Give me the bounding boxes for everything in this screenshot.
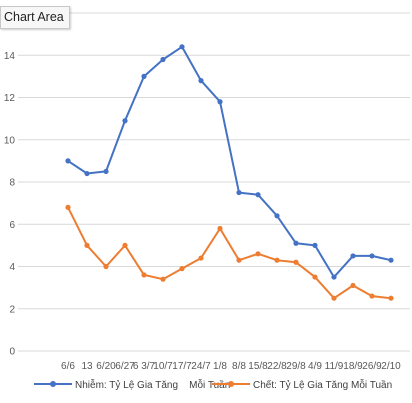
data-point [122, 118, 128, 124]
y-tick-label: 2 [9, 304, 15, 315]
x-tick-label: 26/9 [362, 361, 382, 372]
series-lines [65, 44, 394, 301]
legend-marker-deaths [228, 381, 234, 387]
data-point [388, 257, 394, 263]
legend-label-deaths: Chết: Tỷ Lệ Gia Tăng Mỗi Tuần [253, 378, 392, 391]
data-point [255, 192, 261, 198]
y-tick-label: 10 [4, 135, 16, 146]
legend-label-infections: Nhiễm: Tỷ Lệ Gia Tăng Mỗi Tuần [75, 378, 230, 391]
gridlines [18, 12, 410, 352]
y-tick-label: 6 [9, 220, 15, 231]
series-line-1 [67, 206, 392, 300]
y-axis-ticks: 0246810121416 [4, 9, 16, 358]
data-point [84, 170, 90, 177]
data-point [388, 295, 394, 301]
x-tick-label: 24/7 [191, 361, 211, 372]
data-point [236, 257, 242, 263]
data-point [331, 295, 337, 301]
x-tick-label: 8/8 [232, 361, 246, 372]
data-point [293, 259, 299, 265]
data-point [217, 99, 223, 105]
data-point [179, 266, 185, 272]
data-point [141, 272, 147, 278]
data-point [160, 56, 166, 63]
data-point [369, 253, 375, 259]
data-point [312, 274, 318, 280]
x-tick-label: 29/8 [286, 361, 306, 372]
x-tick-label: 6/20 [96, 361, 116, 372]
x-tick-label: 6 3/7 [133, 361, 156, 372]
y-tick-label: 0 [9, 347, 15, 358]
chart-area-tooltip: Chart Area [0, 6, 70, 29]
x-tick-label: 4/9 [308, 361, 322, 372]
x-tick-label: 10/7 [153, 361, 173, 372]
data-point [217, 225, 223, 232]
data-point [293, 240, 299, 246]
data-point [350, 253, 356, 259]
data-point [65, 204, 71, 210]
x-tick-label: 1/8 [213, 361, 227, 372]
series-line-0 [67, 45, 392, 279]
data-point [198, 78, 204, 84]
x-tick-label: 6/27 [115, 361, 135, 372]
data-point [274, 257, 280, 263]
x-tick-label: 6/6 [61, 361, 75, 372]
data-point [65, 158, 71, 164]
data-point [350, 282, 356, 289]
data-point [160, 276, 166, 282]
data-point [236, 189, 242, 196]
data-point [179, 44, 185, 50]
x-tick-label: 13 [81, 361, 93, 372]
legend-marker-infections [50, 381, 56, 387]
x-axis-ticks: 6/6 13 6/20 6/276 3/710/7 17/7 24/7 1/8 8/8 15/8… [61, 361, 401, 372]
data-point [369, 293, 375, 299]
data-point [122, 242, 128, 248]
data-point [198, 255, 204, 261]
data-point [255, 251, 261, 257]
data-point [103, 263, 109, 270]
data-point [312, 242, 318, 248]
x-tick-label: 17/7 [172, 361, 192, 372]
data-point [141, 73, 147, 79]
x-tick-label: 15/8 [248, 361, 268, 372]
y-tick-label: 4 [9, 262, 15, 273]
y-tick-label: 12 [4, 93, 16, 104]
data-point [331, 274, 337, 280]
data-point [103, 168, 109, 175]
x-tick-label: 2/10 [381, 361, 401, 372]
data-point [274, 213, 280, 219]
legend: Nhiễm: Tỷ Lệ Gia Tăng Mỗi Tuần Chết: Tỷ … [34, 378, 392, 391]
data-point [84, 242, 90, 248]
x-tick-label: 11/9 [325, 361, 344, 372]
y-tick-label: 8 [9, 178, 15, 189]
x-tick-label: 18/9 [343, 361, 363, 372]
y-tick-label: 14 [4, 51, 16, 62]
x-tick-label: 22/8 [267, 361, 287, 372]
